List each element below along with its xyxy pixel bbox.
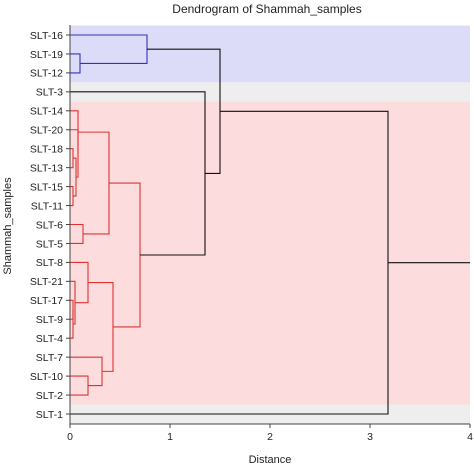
x-tick-label: 4	[467, 431, 473, 443]
leaf-label: SLT-17	[30, 295, 63, 307]
leaf-label: SLT-18	[30, 144, 63, 156]
leaf-label: SLT-16	[30, 30, 63, 42]
x-tick-labels: 0 1 2 3 4	[67, 424, 473, 443]
leaf-label: SLT-8	[36, 257, 63, 269]
leaf-label: SLT-2	[36, 390, 63, 402]
leaf-label: SLT-12	[30, 68, 63, 80]
leaf-label: SLT-14	[30, 106, 63, 118]
cluster-band-0	[70, 25, 470, 83]
leaf-label: SLT-6	[36, 219, 63, 231]
x-tick-label: 2	[267, 431, 273, 443]
leaf-label: SLT-5	[36, 238, 63, 250]
leaf-label: SLT-13	[30, 162, 63, 174]
x-tick-label: 0	[67, 431, 73, 443]
leaf-label: SLT-15	[30, 181, 63, 193]
y-axis-label: Shammah_samples	[2, 177, 14, 275]
cluster-bands	[70, 25, 470, 424]
leaf-label: SLT-1	[36, 409, 63, 421]
chart-title: Dendrogram of Shammah_samples	[172, 2, 361, 16]
leaf-label: SLT-19	[30, 49, 63, 61]
leaf-label: SLT-21	[30, 276, 63, 288]
leaf-label: SLT-9	[36, 314, 63, 326]
x-tick-label: 1	[167, 431, 173, 443]
cluster-band-2	[70, 101, 470, 405]
leaf-label: SLT-7	[36, 352, 63, 364]
leaf-label: SLT-10	[30, 371, 63, 383]
leaf-label: SLT-20	[30, 125, 63, 137]
x-tick-label: 3	[367, 431, 373, 443]
dendrogram-link	[70, 309, 74, 339]
leaf-label: SLT-4	[36, 333, 63, 345]
dendrogram-links	[70, 34, 470, 415]
cluster-band-1	[70, 82, 470, 102]
leaf-label: SLT-3	[36, 87, 63, 99]
x-axis-label: Distance	[249, 454, 292, 466]
leaf-label: SLT-11	[31, 200, 63, 212]
dendrogram-link	[70, 110, 79, 154]
y-tick-labels: SLT-16 SLT-19 SLT-12 SLT-3 SLT-14 SLT-20 SLT-1…	[30, 30, 70, 421]
